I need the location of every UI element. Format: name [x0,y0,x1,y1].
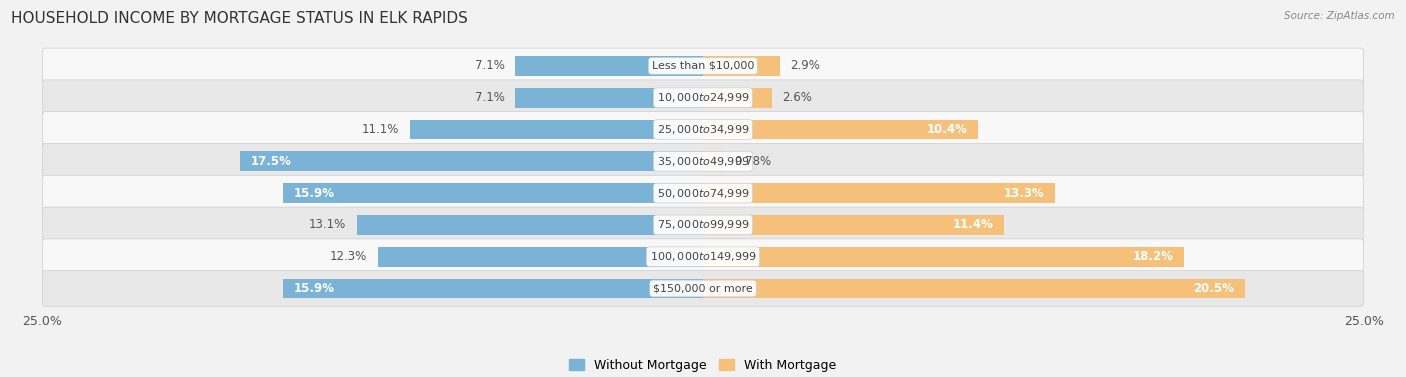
Bar [516,88,703,107]
FancyBboxPatch shape [42,48,1364,84]
Text: 2.9%: 2.9% [790,60,820,72]
Bar [378,247,703,267]
Text: 17.5%: 17.5% [252,155,292,168]
Text: 15.9%: 15.9% [294,187,335,199]
Bar [283,279,703,298]
Text: 13.1%: 13.1% [309,218,346,231]
Text: $35,000 to $49,999: $35,000 to $49,999 [657,155,749,168]
Bar [516,56,703,76]
Bar [283,183,703,203]
Bar [409,120,703,139]
Text: 15.9%: 15.9% [294,282,335,295]
Bar [703,247,1184,267]
Bar [703,56,780,76]
Text: 10.4%: 10.4% [927,123,967,136]
Bar [703,183,1054,203]
Text: $50,000 to $74,999: $50,000 to $74,999 [657,187,749,199]
Text: 20.5%: 20.5% [1194,282,1234,295]
FancyBboxPatch shape [42,144,1364,179]
Text: 7.1%: 7.1% [475,91,505,104]
Bar [703,152,724,171]
Text: HOUSEHOLD INCOME BY MORTGAGE STATUS IN ELK RAPIDS: HOUSEHOLD INCOME BY MORTGAGE STATUS IN E… [11,11,468,26]
Text: Less than $10,000: Less than $10,000 [652,61,754,71]
Text: $150,000 or more: $150,000 or more [654,284,752,293]
Text: 0.78%: 0.78% [734,155,772,168]
Text: $75,000 to $99,999: $75,000 to $99,999 [657,218,749,231]
FancyBboxPatch shape [42,271,1364,306]
Text: 11.4%: 11.4% [953,218,994,231]
Bar [703,120,979,139]
FancyBboxPatch shape [42,112,1364,147]
Text: 7.1%: 7.1% [475,60,505,72]
Text: Source: ZipAtlas.com: Source: ZipAtlas.com [1284,11,1395,21]
Bar [357,215,703,235]
FancyBboxPatch shape [42,207,1364,243]
Text: 2.6%: 2.6% [782,91,813,104]
Bar [703,88,772,107]
Text: 12.3%: 12.3% [330,250,367,263]
Bar [703,279,1244,298]
FancyBboxPatch shape [42,239,1364,274]
Legend: Without Mortgage, With Mortgage: Without Mortgage, With Mortgage [564,354,842,377]
Text: 13.3%: 13.3% [1004,187,1045,199]
Text: $25,000 to $34,999: $25,000 to $34,999 [657,123,749,136]
Text: 18.2%: 18.2% [1133,250,1174,263]
FancyBboxPatch shape [42,80,1364,115]
Bar [703,215,1004,235]
Text: $100,000 to $149,999: $100,000 to $149,999 [650,250,756,263]
Bar [240,152,703,171]
Text: 11.1%: 11.1% [361,123,399,136]
FancyBboxPatch shape [42,175,1364,211]
Text: $10,000 to $24,999: $10,000 to $24,999 [657,91,749,104]
